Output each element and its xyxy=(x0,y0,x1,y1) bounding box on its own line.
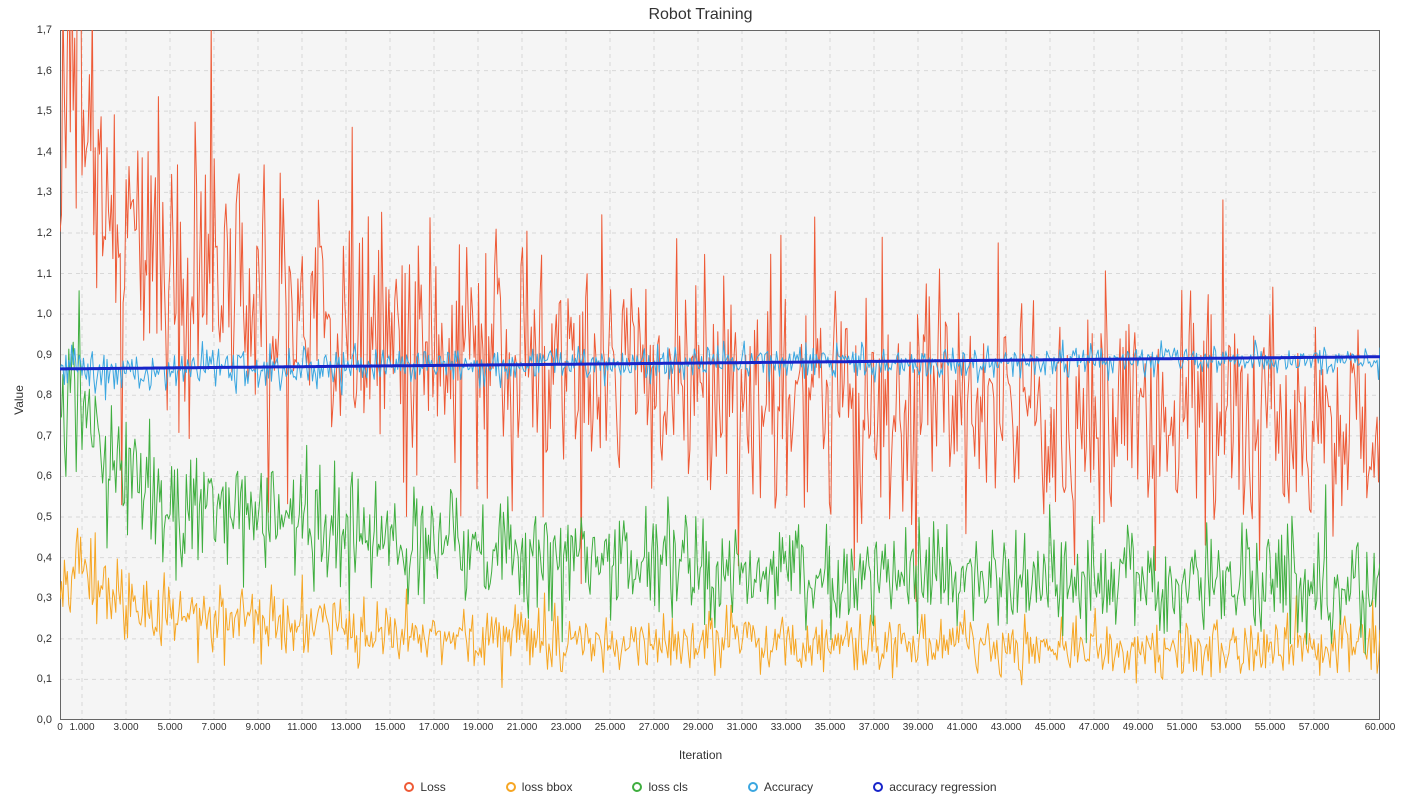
y-tick-label: 1,4 xyxy=(37,146,52,158)
y-tick-label: 0,6 xyxy=(37,470,52,482)
x-tick-label: 60.000 xyxy=(1365,722,1396,733)
x-tick-label: 27.000 xyxy=(639,722,670,733)
x-tick-label: 15.000 xyxy=(375,722,406,733)
y-axis-ticks: 0,00,10,20,30,40,50,60,70,80,91,01,11,21… xyxy=(0,30,56,720)
legend-label: Loss xyxy=(420,780,445,794)
y-tick-label: 0,2 xyxy=(37,633,52,645)
x-tick-label: 11.000 xyxy=(287,722,317,733)
y-tick-label: 1,2 xyxy=(37,227,52,239)
x-tick-label: 3.000 xyxy=(113,722,138,733)
y-tick-label: 1,0 xyxy=(37,308,52,320)
legend-item[interactable]: loss bbox xyxy=(506,780,573,794)
y-tick-label: 0,9 xyxy=(37,349,52,361)
legend-item[interactable]: Loss xyxy=(404,780,445,794)
x-tick-label: 55.000 xyxy=(1255,722,1286,733)
legend-marker-icon xyxy=(632,782,642,792)
chart-container: Robot Training Value 0,00,10,20,30,40,50… xyxy=(0,0,1401,800)
x-tick-label: 19.000 xyxy=(463,722,494,733)
legend-marker-icon xyxy=(748,782,758,792)
chart-title: Robot Training xyxy=(0,6,1401,24)
legend-marker-icon xyxy=(404,782,414,792)
x-tick-label: 17.000 xyxy=(419,722,450,733)
x-tick-label: 37.000 xyxy=(859,722,890,733)
legend-marker-icon xyxy=(873,782,883,792)
x-tick-label: 43.000 xyxy=(991,722,1022,733)
x-tick-label: 47.000 xyxy=(1079,722,1110,733)
legend-label: loss cls xyxy=(648,780,687,794)
y-tick-label: 0,1 xyxy=(37,673,52,685)
legend-label: accuracy regression xyxy=(889,780,996,794)
legend-item[interactable]: Accuracy xyxy=(748,780,813,794)
x-tick-label: 25.000 xyxy=(595,722,626,733)
legend-label: Accuracy xyxy=(764,780,813,794)
x-tick-label: 1.000 xyxy=(69,722,94,733)
y-tick-label: 0,8 xyxy=(37,389,52,401)
y-tick-label: 0,7 xyxy=(37,430,52,442)
x-tick-label: 35.000 xyxy=(815,722,846,733)
x-tick-label: 45.000 xyxy=(1035,722,1066,733)
x-tick-label: 7.000 xyxy=(201,722,226,733)
x-tick-label: 57.000 xyxy=(1299,722,1330,733)
x-axis-label: Iteration xyxy=(0,748,1401,762)
x-tick-label: 41.000 xyxy=(947,722,978,733)
x-tick-label: 23.000 xyxy=(551,722,582,733)
plot-area xyxy=(60,30,1380,720)
legend-marker-icon xyxy=(506,782,516,792)
x-tick-label: 9.000 xyxy=(245,722,270,733)
x-tick-label: 39.000 xyxy=(903,722,934,733)
y-tick-label: 0,4 xyxy=(37,552,52,564)
legend-label: loss bbox xyxy=(522,780,573,794)
y-tick-label: 1,1 xyxy=(37,268,52,280)
x-tick-label: 53.000 xyxy=(1211,722,1242,733)
legend-item[interactable]: accuracy regression xyxy=(873,780,996,794)
legend-item[interactable]: loss cls xyxy=(632,780,687,794)
x-tick-label: 21.000 xyxy=(507,722,538,733)
x-tick-label: 49.000 xyxy=(1123,722,1154,733)
y-tick-label: 1,6 xyxy=(37,65,52,77)
y-tick-label: 1,7 xyxy=(37,24,52,36)
y-tick-label: 0,5 xyxy=(37,511,52,523)
y-tick-label: 0,3 xyxy=(37,592,52,604)
x-tick-label: 31.000 xyxy=(727,722,758,733)
x-tick-label: 13.000 xyxy=(331,722,362,733)
x-tick-label: 5.000 xyxy=(157,722,182,733)
legend: Loss loss bbox loss cls Accuracy accuracy re… xyxy=(0,780,1401,794)
x-tick-label: 29.000 xyxy=(683,722,714,733)
x-tick-label: 33.000 xyxy=(771,722,802,733)
y-tick-label: 1,3 xyxy=(37,186,52,198)
y-tick-label: 0,0 xyxy=(37,714,52,726)
x-tick-label: 51.000 xyxy=(1167,722,1198,733)
y-tick-label: 1,5 xyxy=(37,105,52,117)
x-tick-label: 0 xyxy=(57,722,63,733)
